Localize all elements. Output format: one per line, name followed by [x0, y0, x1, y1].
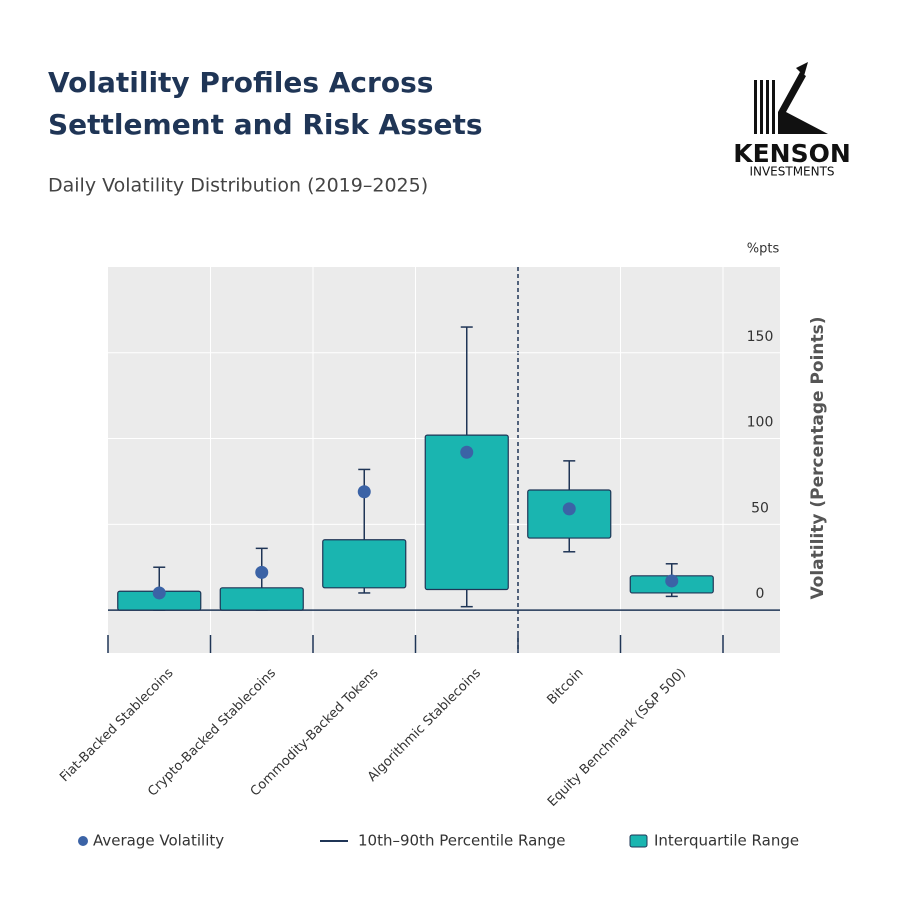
y-unit: %pts [747, 242, 780, 257]
chart-subtitle: Daily Volatility Distribution (2019–2025… [48, 175, 428, 197]
x-tick-label: Bitcoin [544, 666, 586, 708]
brand-name: KENSON [733, 139, 851, 168]
y-tick-label: 100 [747, 415, 774, 431]
legend-label: Average Volatility [93, 832, 224, 850]
mean-dot [460, 445, 474, 459]
mean-dot [665, 574, 679, 588]
mean-dot [255, 565, 269, 579]
iqr-box [219, 587, 304, 611]
logo [754, 62, 828, 134]
x-tick-label: Algorithmic Stablecoins [365, 666, 484, 785]
legend-mean-swatch [78, 836, 88, 846]
iqr-box [322, 539, 407, 589]
mean-dot [562, 502, 576, 516]
x-tick-label: Fiat-Backed Stablecoins [57, 666, 177, 786]
y-tick-label: 150 [747, 329, 774, 345]
y-tick-label: 0 [756, 586, 765, 602]
chart-title: Volatility Profiles Across Settlement and… [48, 66, 483, 141]
iqr-box [424, 434, 509, 591]
legend-box-swatch [629, 834, 648, 848]
mean-dot [152, 586, 166, 600]
mean-dot [357, 485, 371, 499]
brand-tagline: INVESTMENTS [749, 165, 834, 179]
legend-label: Interquartile Range [654, 832, 799, 850]
y-axis-label: Volatility (Percentage Points) [808, 316, 828, 599]
legend-label: 10th–90th Percentile Range [358, 832, 566, 850]
y-tick-label: 50 [751, 500, 769, 516]
